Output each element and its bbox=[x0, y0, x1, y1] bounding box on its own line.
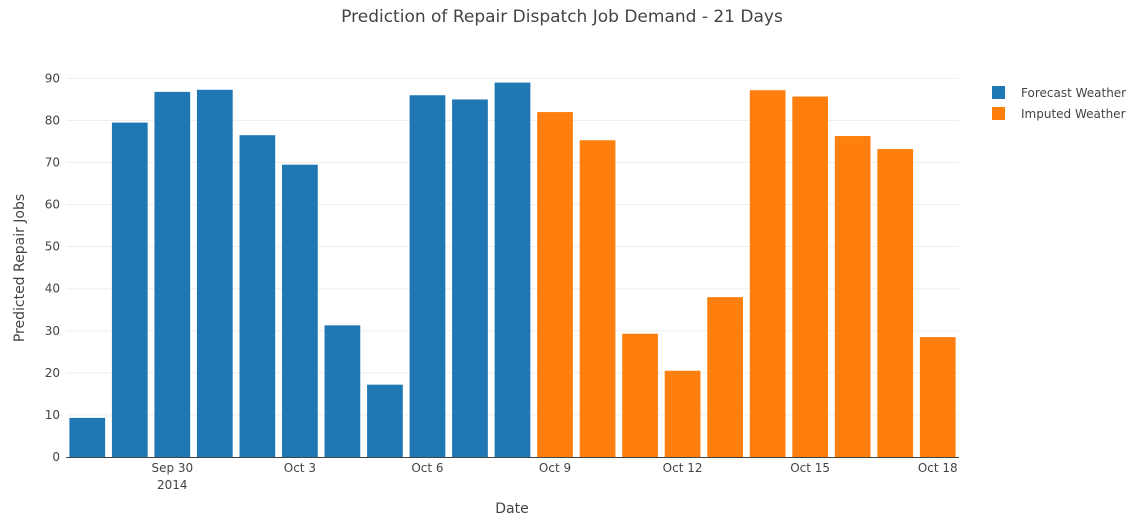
bar[interactable] bbox=[239, 135, 276, 457]
bar[interactable] bbox=[494, 82, 531, 457]
bar[interactable] bbox=[409, 95, 446, 457]
y-tick-label: 50 bbox=[45, 240, 60, 254]
x-axis-title: Date bbox=[495, 501, 528, 517]
x-tick-label: Oct 9 bbox=[539, 461, 571, 475]
x-tick-label: Oct 3 bbox=[284, 461, 316, 475]
x-tick-label: Oct 18 bbox=[918, 461, 958, 475]
y-tick-label: 20 bbox=[45, 366, 60, 380]
bar[interactable] bbox=[196, 89, 233, 457]
x-tick-label: Sep 30 bbox=[151, 461, 193, 475]
y-tick-label: 60 bbox=[45, 198, 60, 212]
chart-title: Prediction of Repair Dispatch Job Demand… bbox=[341, 7, 783, 27]
bar[interactable] bbox=[834, 136, 871, 457]
y-tick-label: 70 bbox=[45, 156, 60, 170]
bar[interactable] bbox=[749, 90, 786, 457]
x-tick-sublabel: 2014 bbox=[157, 478, 188, 492]
x-tick-label: Oct 15 bbox=[790, 461, 830, 475]
bar[interactable] bbox=[537, 112, 573, 457]
bar[interactable] bbox=[707, 297, 743, 457]
y-axis-title: Predicted Repair Jobs bbox=[12, 194, 28, 342]
y-tick-label: 80 bbox=[45, 113, 60, 127]
bar[interactable] bbox=[154, 91, 191, 458]
bar[interactable] bbox=[877, 149, 914, 457]
bar[interactable] bbox=[452, 99, 488, 458]
bar[interactable] bbox=[324, 325, 361, 457]
bar[interactable] bbox=[367, 384, 403, 457]
legend-swatch[interactable] bbox=[992, 107, 1005, 120]
legend-label[interactable]: Imputed Weather bbox=[1021, 107, 1126, 121]
legend: Forecast Weather Imputed Weather bbox=[992, 86, 1126, 121]
bar[interactable] bbox=[69, 417, 106, 457]
x-tick-label: Oct 12 bbox=[663, 461, 703, 475]
bar[interactable] bbox=[622, 333, 658, 457]
legend-label[interactable]: Forecast Weather bbox=[1021, 86, 1126, 100]
bar[interactable] bbox=[664, 370, 701, 457]
y-tick-label: 90 bbox=[45, 71, 60, 85]
bar[interactable] bbox=[579, 140, 616, 458]
y-tick-label: 0 bbox=[52, 450, 60, 464]
bar[interactable] bbox=[792, 96, 829, 457]
y-tick-label: 10 bbox=[45, 408, 60, 422]
bar[interactable] bbox=[111, 122, 148, 458]
y-tick-label: 30 bbox=[45, 324, 60, 338]
axes: 0 10 20 30 40 50 60 70 80 90 Sep 30 2014 Oct 3 Oct 6 O… bbox=[45, 71, 959, 492]
bars bbox=[69, 82, 956, 458]
y-tick-label: 40 bbox=[45, 282, 60, 296]
x-tick-label: Oct 6 bbox=[411, 461, 443, 475]
bar[interactable] bbox=[919, 337, 956, 457]
legend-swatch[interactable] bbox=[992, 86, 1005, 99]
bar[interactable] bbox=[282, 164, 318, 458]
